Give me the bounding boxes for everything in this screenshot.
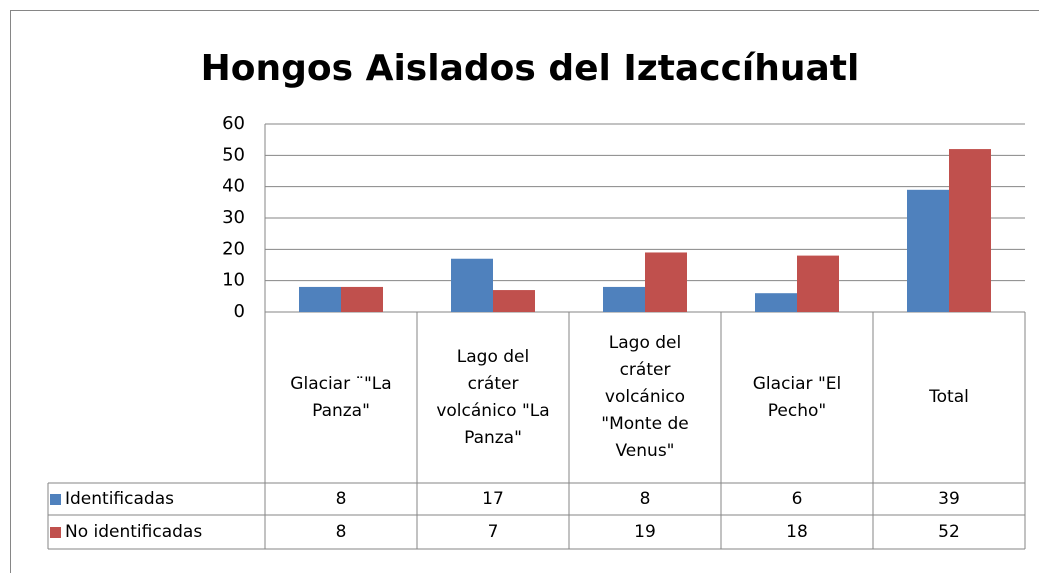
x-tick-label: Total: [929, 387, 969, 407]
y-tick-label: 60: [222, 113, 245, 134]
table-value: 6: [791, 489, 803, 509]
y-tick-label: 10: [222, 270, 245, 291]
table-value: 7: [487, 522, 499, 542]
bar: [645, 252, 687, 312]
chart-frame: [10, 10, 1039, 573]
table-value: 52: [938, 522, 960, 542]
legend-key: [50, 493, 61, 505]
chart-title: Hongos Aislados del Iztaccíhuatl: [201, 48, 860, 89]
y-tick-label: 0: [234, 301, 245, 322]
table-value: 8: [639, 489, 651, 509]
bar: [493, 290, 535, 312]
x-tick-label: Lago del cráter volcánico "La Panza": [436, 346, 550, 448]
x-tick-label: Glaciar ¨"La Panza": [290, 373, 392, 421]
y-tick-label: 40: [222, 176, 245, 197]
table-value: 19: [634, 522, 656, 542]
x-tick-label: Lago del cráter volcánico "Monte de Venu…: [601, 333, 689, 461]
bar: [755, 293, 797, 312]
bar: [797, 255, 839, 312]
legend-label: Identificadas: [65, 489, 174, 509]
table-value: 8: [335, 522, 347, 542]
y-tick-label: 50: [222, 144, 245, 165]
table-value: 18: [786, 522, 808, 542]
legend-entry: No identificadas: [48, 515, 265, 549]
table-value: 17: [482, 489, 504, 509]
table-value: 8: [335, 489, 347, 509]
legend-entry: Identificadas: [48, 483, 265, 515]
y-tick-label: 20: [222, 238, 245, 259]
legend-label: No identificadas: [65, 522, 203, 542]
table-value: 39: [938, 489, 960, 509]
bar: [907, 189, 949, 312]
bar: [341, 286, 383, 312]
y-tick-label: 30: [222, 207, 245, 228]
bar: [949, 149, 991, 312]
bar: [603, 286, 645, 312]
bar: [451, 258, 493, 312]
bar: [299, 286, 341, 312]
x-tick-label: Glaciar "El Pecho": [752, 373, 842, 421]
legend-key: [50, 526, 61, 538]
